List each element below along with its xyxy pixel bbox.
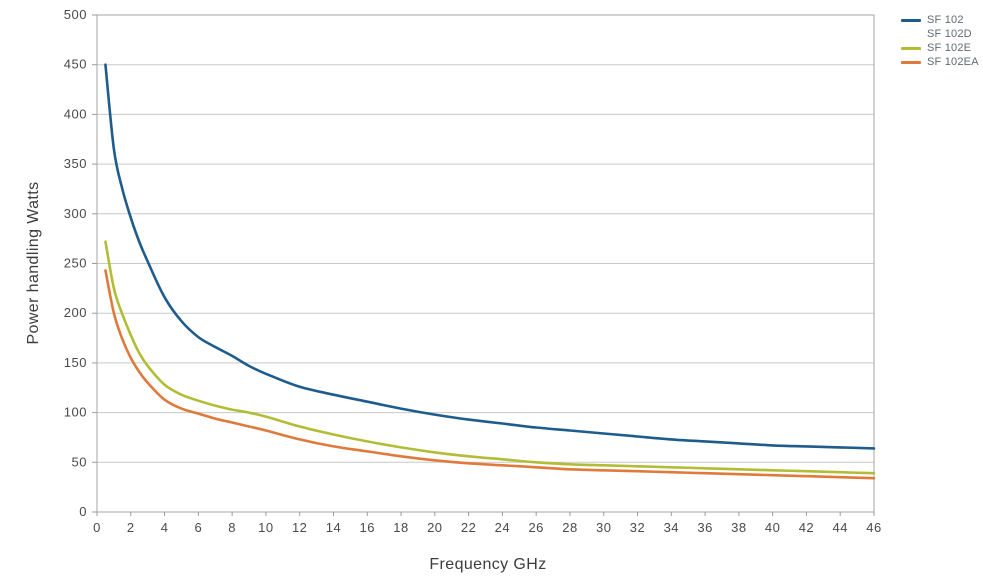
x-tick-label: 16 — [360, 520, 375, 535]
x-tick-label: 24 — [495, 520, 510, 535]
x-tick-label: 4 — [161, 520, 169, 535]
x-tick-label: 40 — [765, 520, 780, 535]
legend-item-sf-102: SF 102 — [901, 13, 983, 27]
x-tick-label: 46 — [866, 520, 881, 535]
series-line-sf-102e — [104, 240, 876, 475]
y-tick-label: 400 — [64, 106, 87, 121]
x-tick-label: 44 — [832, 520, 847, 535]
series-line-sf-102ea — [104, 269, 876, 480]
x-axis-title: Frequency GHz — [429, 556, 547, 573]
x-tick-label: 22 — [461, 520, 476, 535]
x-tick-label: 26 — [528, 520, 543, 535]
legend-item-sf-102ea: SF 102EA — [901, 55, 983, 69]
y-tick-label: 350 — [64, 156, 87, 171]
y-tick-label: 0 — [79, 504, 87, 519]
y-tick-label: 150 — [64, 355, 87, 370]
legend-item-sf-102d: SF 102D — [901, 27, 983, 41]
legend-swatch — [901, 60, 921, 64]
x-tick-label: 36 — [697, 520, 712, 535]
x-tick-label: 28 — [562, 520, 577, 535]
legend-swatch — [901, 46, 921, 50]
y-tick-label: 300 — [64, 206, 87, 221]
x-tick-label: 10 — [258, 520, 273, 535]
y-tick-label: 100 — [64, 405, 87, 420]
y-tick-label: 200 — [64, 305, 87, 320]
x-tick-label: 32 — [630, 520, 645, 535]
x-tick-label: 30 — [596, 520, 611, 535]
x-tick-label: 6 — [194, 520, 202, 535]
legend-label: SF 102E — [927, 42, 972, 54]
y-tick-label: 450 — [64, 57, 87, 72]
legend: SF 102 SF 102D SF 102E SF 102EA — [901, 13, 983, 69]
y-tick-label: 50 — [72, 454, 87, 469]
x-tick-label: 0 — [93, 520, 101, 535]
y-axis-title: Power handling Watts — [25, 181, 42, 345]
x-tick-label: 12 — [292, 520, 307, 535]
x-tick-label: 38 — [731, 520, 746, 535]
y-tick-label: 500 — [64, 7, 87, 22]
legend-label: SF 102 — [927, 14, 964, 26]
x-tick-label: 14 — [326, 520, 341, 535]
x-tick-label: 2 — [127, 520, 135, 535]
legend-label: SF 102EA — [927, 56, 979, 68]
x-tick-label: 42 — [799, 520, 814, 535]
x-tick-label: 34 — [664, 520, 679, 535]
x-tick-label: 20 — [427, 520, 442, 535]
x-tick-label: 18 — [393, 520, 408, 535]
x-tick-label: 8 — [228, 520, 236, 535]
legend-item-sf-102e: SF 102E — [901, 41, 983, 55]
legend-swatch — [901, 18, 921, 22]
series-line-sf-102 — [104, 63, 876, 450]
y-tick-label: 250 — [64, 256, 87, 271]
legend-label: SF 102D — [927, 28, 972, 40]
